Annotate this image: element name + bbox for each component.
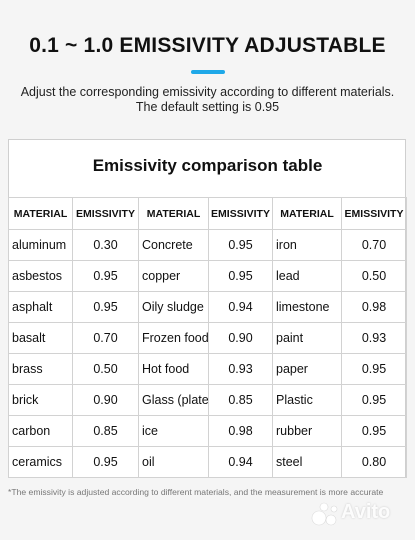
table-row: carbon 0.85 ice 0.98 rubber 0.95 <box>8 415 407 447</box>
material-cell: lead <box>272 260 342 292</box>
material-cell: iron <box>272 229 342 261</box>
emissivity-cell: 0.70 <box>341 229 407 261</box>
emissivity-cell: 0.95 <box>341 415 407 447</box>
emissivity-cell: 0.50 <box>72 353 139 385</box>
material-cell: Plastic <box>272 384 342 416</box>
column-header-material: MATERIAL <box>138 197 209 230</box>
emissivity-cell: 0.94 <box>208 291 273 323</box>
material-cell: steel <box>272 446 342 478</box>
material-cell: Oily sludge <box>138 291 209 323</box>
page-title: 0.1 ~ 1.0 EMISSIVITY ADJUSTABLE <box>29 34 386 57</box>
emissivity-cell: 0.95 <box>208 260 273 292</box>
table-header-row: MATERIAL EMISSIVITY MATERIAL EMISSIVITY … <box>8 197 407 230</box>
material-cell: carbon <box>8 415 73 447</box>
material-cell: copper <box>138 260 209 292</box>
material-cell: brass <box>8 353 73 385</box>
emissivity-cell: 0.95 <box>72 260 139 292</box>
column-header-emissivity: EMISSIVITY <box>341 197 407 230</box>
material-cell: asphalt <box>8 291 73 323</box>
table-row: asphalt 0.95 Oily sludge 0.94 limestone … <box>8 291 407 323</box>
table-title: Emissivity comparison table <box>92 156 323 175</box>
material-cell: ceramics <box>8 446 73 478</box>
emissivity-cell: 0.95 <box>341 384 407 416</box>
emissivity-cell: 0.70 <box>72 322 139 354</box>
emissivity-cell: 0.80 <box>341 446 407 478</box>
emissivity-cell: 0.50 <box>341 260 407 292</box>
watermark-text: Avito <box>341 501 391 523</box>
emissivity-cell: 0.90 <box>72 384 139 416</box>
emissivity-cell: 0.85 <box>208 384 273 416</box>
avito-logo-icon <box>311 502 338 526</box>
table-row: aluminum 0.30 Concrete 0.95 iron 0.70 <box>8 229 407 261</box>
subtitle: Adjust the corresponding emissivity acco… <box>0 85 415 115</box>
material-cell: oil <box>138 446 209 478</box>
material-cell: asbestos <box>8 260 73 292</box>
material-cell: basalt <box>8 322 73 354</box>
emissivity-cell: 0.93 <box>341 322 407 354</box>
column-header-material: MATERIAL <box>272 197 342 230</box>
emissivity-cell: 0.95 <box>341 353 407 385</box>
material-cell: aluminum <box>8 229 73 261</box>
emissivity-cell: 0.94 <box>208 446 273 478</box>
emissivity-cell: 0.95 <box>72 446 139 478</box>
column-header-emissivity: EMISSIVITY <box>208 197 273 230</box>
column-header-emissivity: EMISSIVITY <box>72 197 139 230</box>
emissivity-cell: 0.95 <box>72 291 139 323</box>
material-cell: Concrete <box>138 229 209 261</box>
column-header-material: MATERIAL <box>8 197 73 230</box>
material-cell: paint <box>272 322 342 354</box>
table-row: ceramics 0.95 oil 0.94 steel 0.80 <box>8 446 407 478</box>
material-cell: limestone <box>272 291 342 323</box>
table-row: brass 0.50 Hot food 0.93 paper 0.95 <box>8 353 407 385</box>
material-cell: ice <box>138 415 209 447</box>
emissivity-cell: 0.90 <box>208 322 273 354</box>
emissivity-cell: 0.95 <box>208 229 273 261</box>
footnote: *The emissivity is adjusted according to… <box>8 487 384 497</box>
material-cell: brick <box>8 384 73 416</box>
emissivity-cell: 0.85 <box>72 415 139 447</box>
table-row: brick 0.90 Glass (plate) 0.85 Plastic 0.… <box>8 384 407 416</box>
subtitle-line-2: The default setting is 0.95 <box>135 100 280 114</box>
material-cell: Glass (plate) <box>138 384 209 416</box>
material-cell: Frozen food <box>138 322 209 354</box>
emissivity-cell: 0.30 <box>72 229 139 261</box>
emissivity-cell: 0.93 <box>208 353 273 385</box>
emissivity-cell: 0.98 <box>208 415 273 447</box>
material-cell: paper <box>272 353 342 385</box>
subtitle-line-1: Adjust the corresponding emissivity acco… <box>20 85 395 99</box>
material-cell: Hot food <box>138 353 209 385</box>
table-row: asbestos 0.95 copper 0.95 lead 0.50 <box>8 260 407 292</box>
material-cell: rubber <box>272 415 342 447</box>
title-accent-bar <box>191 70 225 74</box>
table-row: basalt 0.70 Frozen food 0.90 paint 0.93 <box>8 322 407 354</box>
emissivity-cell: 0.98 <box>341 291 407 323</box>
emissivity-table: MATERIAL EMISSIVITY MATERIAL EMISSIVITY … <box>8 197 407 478</box>
